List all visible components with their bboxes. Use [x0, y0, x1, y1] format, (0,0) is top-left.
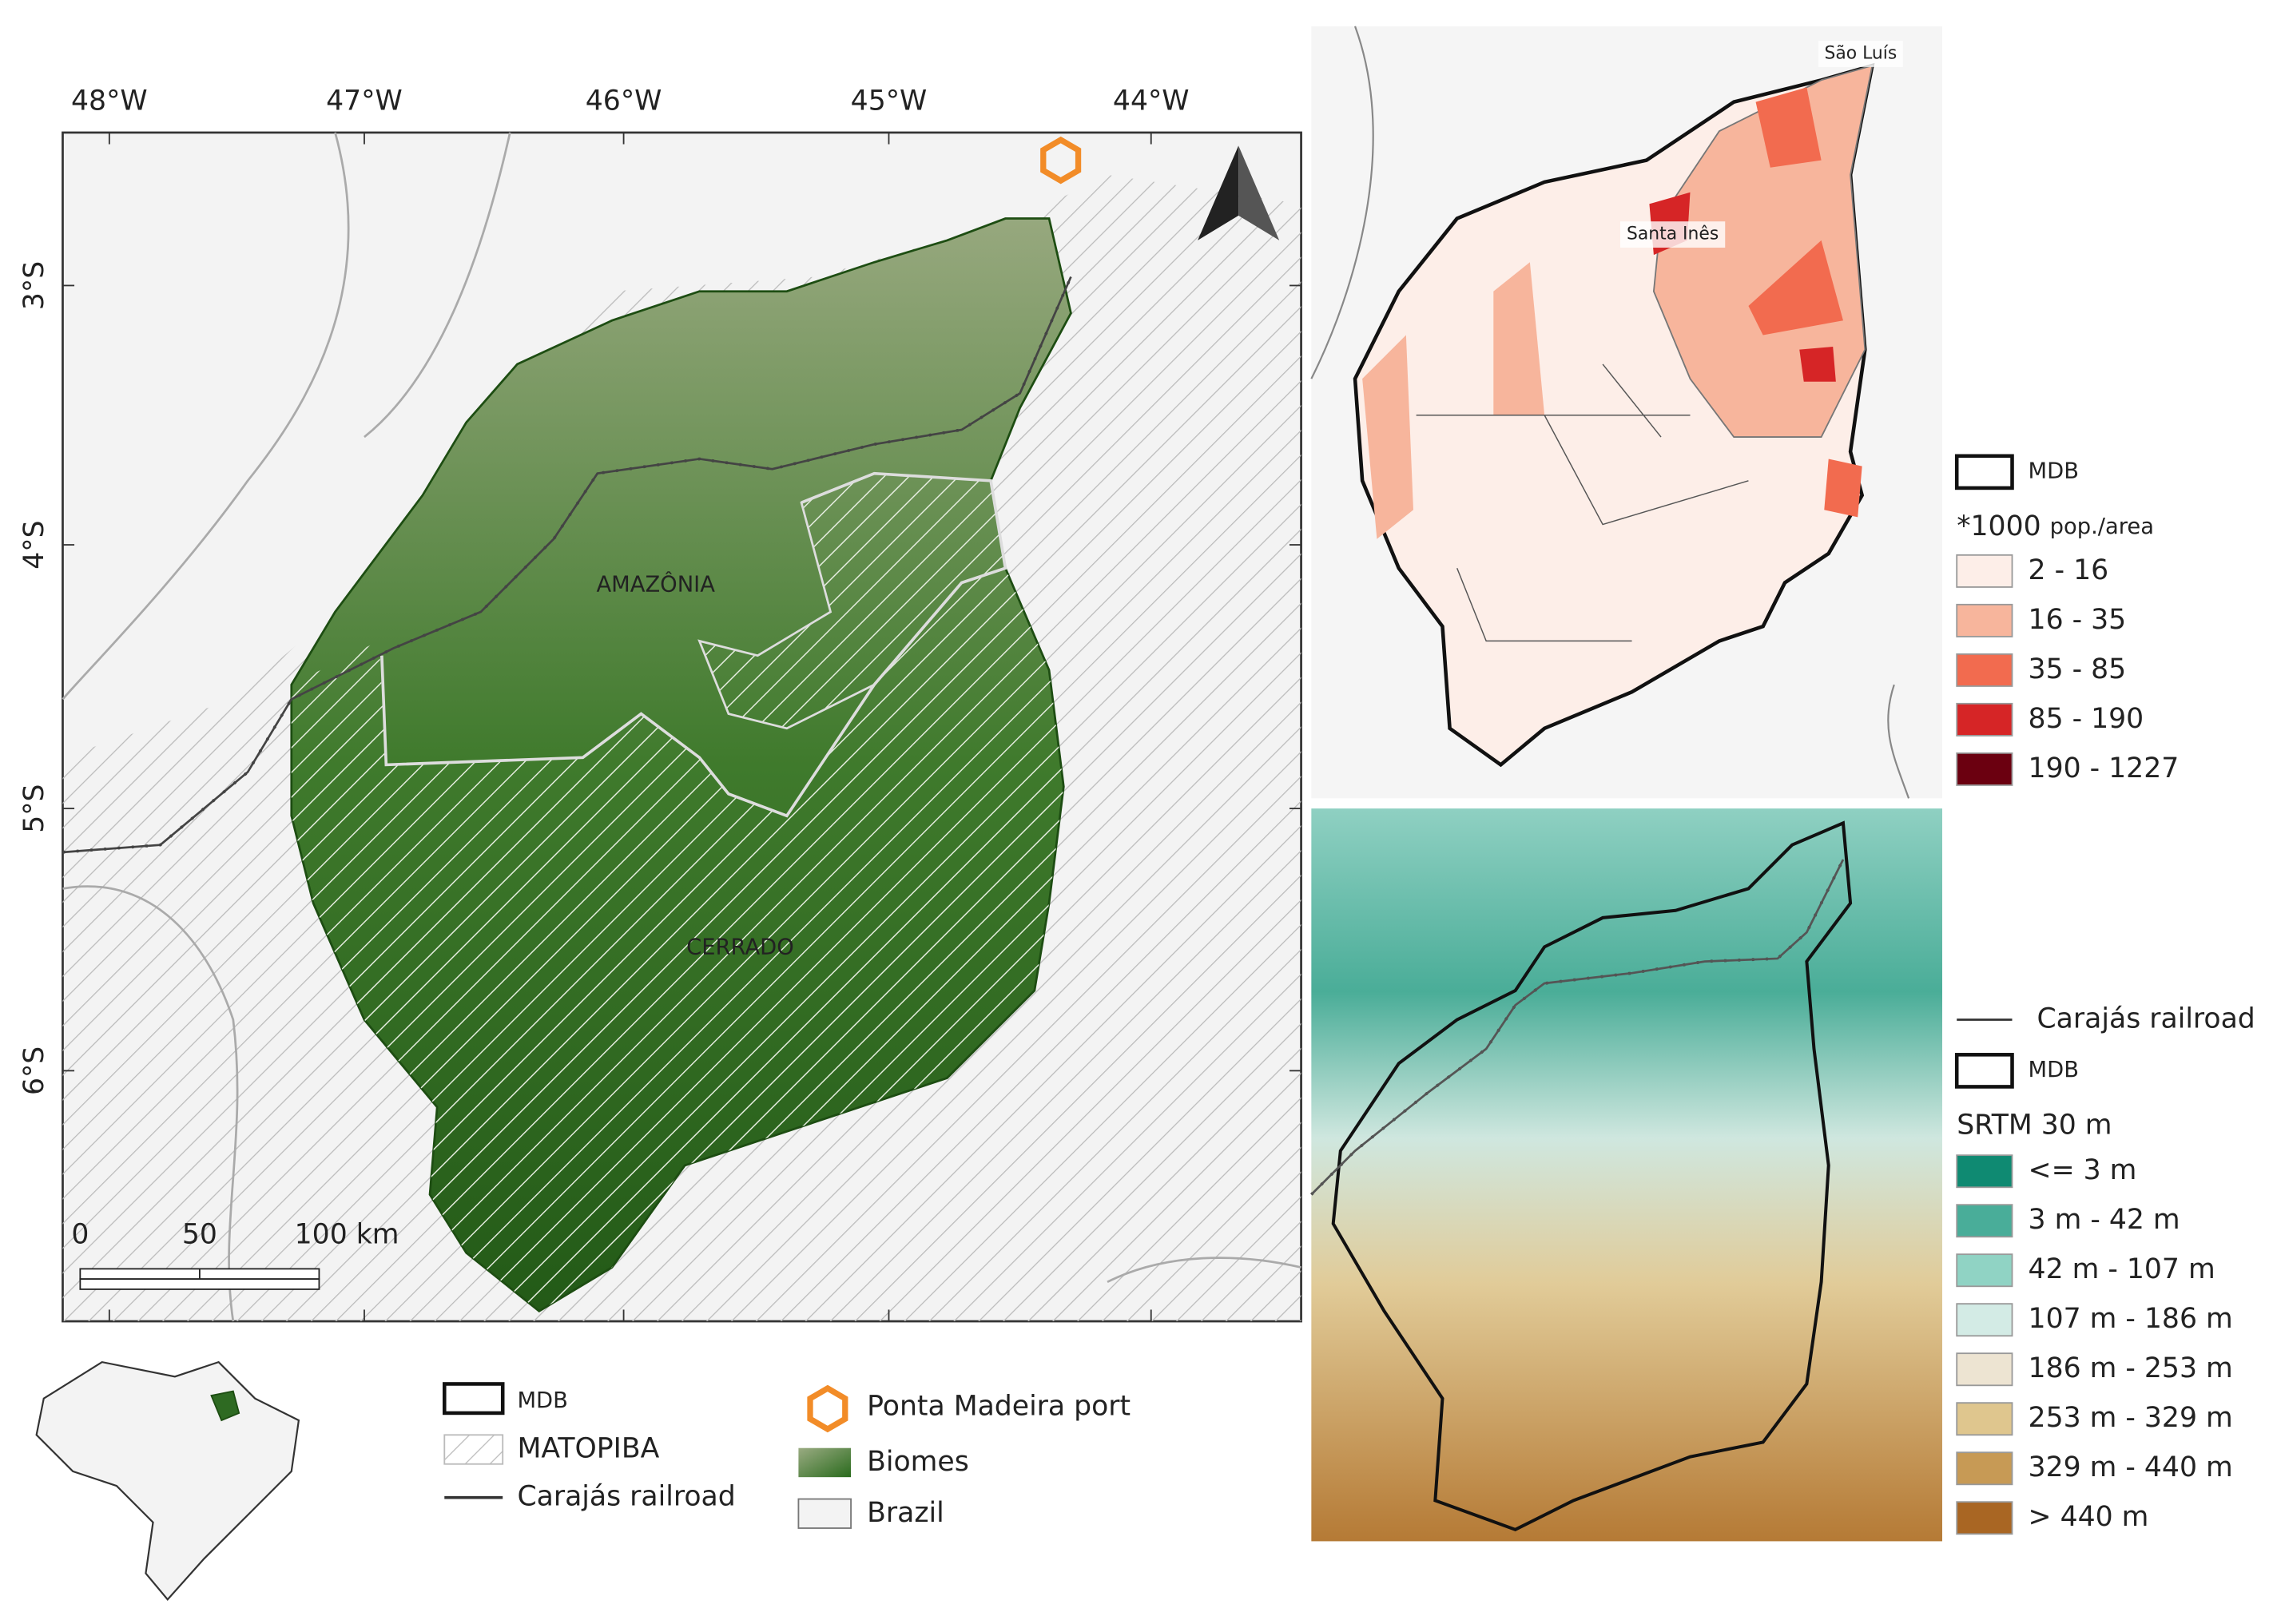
- biome-boundary: [380, 471, 1007, 818]
- legend-swatch: [1956, 603, 2013, 637]
- legend-label: > 440 m: [2029, 1501, 2149, 1533]
- legend-swatch: [1956, 1451, 2013, 1486]
- legend-label: 186 m - 253 m: [2029, 1352, 2233, 1384]
- legend-label: 190 - 1227: [2029, 752, 2180, 784]
- legend-label: 42 m - 107 m: [2029, 1253, 2215, 1285]
- legend-swatch: [1956, 1154, 2013, 1189]
- lon-label: 47°W: [326, 85, 403, 117]
- lat-label: 4°S: [18, 520, 50, 569]
- coastline: [1310, 26, 1910, 799]
- lon-label: 46°W: [586, 85, 662, 117]
- scale-label: 50: [182, 1218, 217, 1250]
- state-boundary: [62, 132, 1301, 1322]
- scale-bar: [198, 1268, 320, 1281]
- legend-symbol: [797, 1498, 852, 1529]
- lon-label: 45°W: [851, 85, 928, 117]
- legend-swatch: [1956, 653, 2013, 687]
- legend-label: Carajás railroad: [2037, 1003, 2255, 1035]
- legend-label: 253 m - 329 m: [2029, 1402, 2233, 1434]
- legend-label: MDB: [2029, 459, 2079, 483]
- legend-label: Ponta Madeira port: [867, 1391, 1131, 1423]
- region-label: AMAZÔNIA: [596, 572, 715, 598]
- legend-symbol: [1954, 1053, 2014, 1089]
- legend-label: Biomes: [867, 1446, 969, 1478]
- dem: [1311, 808, 1942, 1542]
- legend-title-unit: pop./area: [2050, 514, 2154, 539]
- legend-label: 16 - 35: [2029, 604, 2127, 636]
- legend-label: MATOPIBA: [517, 1433, 659, 1465]
- legend-symbol: [442, 1382, 505, 1416]
- legend-title: *1000 pop./area: [1957, 510, 2154, 542]
- mdb: [210, 1390, 240, 1422]
- main-map: AMAZÔNIA CERRADO 0 50 100 km: [62, 131, 1302, 1323]
- place-label: São Luís: [1824, 43, 1897, 63]
- municipality-boundary: [1416, 363, 1749, 642]
- legend-label: MDB: [2029, 1058, 2079, 1082]
- legend-symbol: [1954, 454, 2014, 490]
- municipality: [1755, 87, 1822, 168]
- railroad: [1310, 859, 1845, 1196]
- graticule: 48°W 47°W 46°W 45°W 44°W 3°S 4°S 5°S 6°S: [18, 85, 1301, 1322]
- lat-label: 5°S: [18, 784, 50, 832]
- matopiba-overlay: [291, 568, 1064, 1312]
- municipality: [1799, 347, 1836, 382]
- legend-swatch: [1956, 1501, 2013, 1535]
- place-label: Santa Inês: [1627, 224, 1719, 244]
- legend-label: <= 3 m: [2029, 1154, 2137, 1186]
- region-label: CERRADO: [686, 935, 794, 960]
- municipality: [1493, 262, 1545, 415]
- legend-label: 107 m - 186 m: [2029, 1303, 2233, 1335]
- population-map: São Luís Santa Inês: [1310, 26, 1942, 799]
- legend-swatch: [1956, 1253, 2013, 1288]
- municipality: [1748, 240, 1843, 336]
- legend-label: 2 - 16: [2029, 554, 2109, 586]
- label-halo: [1619, 221, 1726, 248]
- municipality: [1824, 459, 1862, 518]
- elevation-legend: Carajás railroad MDB SRTM 30 m <= 3 m 3 m…: [1954, 1003, 2255, 1535]
- scale-bar: [79, 1278, 320, 1290]
- municipality: [1362, 335, 1413, 539]
- port: [1040, 136, 1082, 185]
- legend-swatch: [1956, 1204, 2013, 1238]
- main-legend: MDB MATOPIBA Carajás railroad Ponta Made…: [442, 1382, 1131, 1529]
- north-arrow: [1198, 145, 1239, 240]
- legend-symbol: [798, 1447, 852, 1478]
- legend-label: MDB: [517, 1388, 567, 1413]
- legend-label: 35 - 85: [2029, 653, 2127, 685]
- legend-swatch: [1956, 702, 2013, 737]
- population-legend: MDB *1000 pop./area 2 - 16 16 - 35 35 - 85…: [1954, 454, 2180, 786]
- lon-label: 48°W: [71, 85, 148, 117]
- railroad: [62, 276, 1072, 854]
- legend-symbol: [443, 1434, 504, 1465]
- legend-label: 85 - 190: [2029, 703, 2144, 735]
- legend-label: Brazil: [867, 1497, 944, 1529]
- scale-label: 100 km: [295, 1218, 399, 1250]
- legend-label: Carajás railroad: [517, 1481, 735, 1513]
- legend-swatch: [1956, 752, 2013, 786]
- legend-swatch: [1956, 1303, 2013, 1337]
- legend-title: *1000: [1957, 510, 2041, 542]
- lon-label: 44°W: [1113, 85, 1190, 117]
- scale-label: 0: [71, 1218, 89, 1250]
- legend-swatch: [1956, 554, 2013, 588]
- brazil-inset: [35, 1360, 300, 1602]
- mdb: [1331, 820, 1853, 1532]
- elevation-map: [1310, 808, 1942, 1542]
- lat-label: 6°S: [18, 1046, 50, 1095]
- legend-symbol: [807, 1384, 848, 1433]
- legend-label: 329 m - 440 m: [2029, 1451, 2233, 1483]
- lat-label: 3°S: [18, 261, 50, 310]
- legend-swatch: [1956, 1352, 2013, 1387]
- legend-title: SRTM 30 m: [1957, 1110, 2112, 1142]
- brazil: [35, 1360, 300, 1602]
- label-halo: [1818, 41, 1903, 67]
- legend-label: 3 m - 42 m: [2029, 1204, 2180, 1236]
- scale-bar: [79, 1268, 201, 1281]
- legend-swatch: [1956, 1402, 2013, 1436]
